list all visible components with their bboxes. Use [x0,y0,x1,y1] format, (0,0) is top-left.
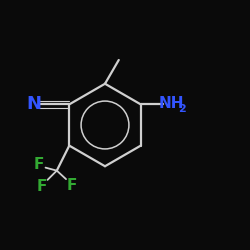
Text: N: N [26,95,41,114]
Text: F: F [34,157,44,172]
Text: NH: NH [159,96,184,110]
Text: F: F [66,178,77,192]
Text: F: F [36,179,47,194]
Text: 2: 2 [178,104,186,114]
